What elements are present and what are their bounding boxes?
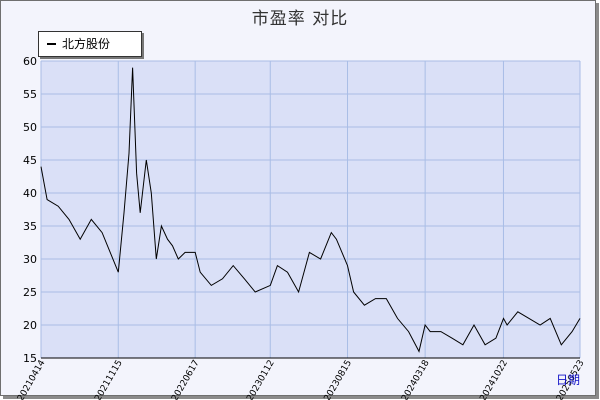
legend-swatch (47, 43, 56, 45)
y-tick-label: 55 (23, 88, 37, 101)
grid-lines (40, 60, 581, 359)
y-tick-label: 50 (23, 121, 37, 134)
x-tick-label: 20230815 (323, 359, 355, 400)
y-tick-label: 45 (23, 154, 37, 167)
y-tick-label: 35 (23, 220, 37, 233)
x-tick-label: 20241022 (478, 359, 510, 400)
x-tick-label: 20220617 (170, 359, 202, 400)
x-tick-label: 20211115 (93, 359, 125, 400)
y-tick-label: 25 (23, 286, 37, 299)
x-axis-tick-labels: 20210414 20211115 20220617 20230112 20230815… (16, 358, 587, 400)
y-tick-label: 60 (23, 55, 37, 68)
y-tick-label: 30 (23, 253, 37, 266)
y-tick-label: 20 (23, 319, 37, 332)
x-axis-label: 日期 (556, 373, 581, 387)
legend: 北方股份 (38, 31, 142, 57)
y-tick-label: 40 (23, 187, 37, 200)
legend-label: 北方股份 (62, 37, 111, 51)
y-axis-tick-labels: 15 20 25 30 35 40 45 50 55 60 (23, 55, 37, 365)
y-tick-label: 15 (23, 352, 37, 365)
chart-title: 市盈率 对比 (251, 9, 349, 29)
series-line-beifang (40, 67, 581, 353)
x-tick-label: 20230112 (245, 359, 277, 400)
x-tick-label: 20240318 (400, 358, 432, 400)
plot-area (41, 61, 580, 358)
